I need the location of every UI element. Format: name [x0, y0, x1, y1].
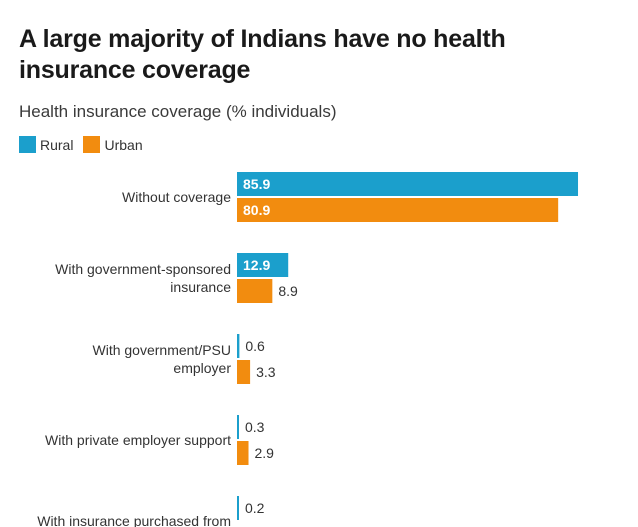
category-label: With government/PSU employer [93, 342, 232, 376]
value-label-rural: 85.9 [243, 176, 270, 192]
chart-subtitle: Health insurance coverage (% individuals… [19, 102, 337, 121]
legend-label-urban: Urban [104, 136, 143, 153]
value-label-rural: 0.3 [245, 419, 265, 435]
legend: Rural Urban [19, 136, 143, 153]
value-label-rural: 12.9 [243, 257, 270, 273]
value-label-urban: 3.3 [256, 364, 276, 380]
bar-rural [237, 172, 579, 196]
bar-urban [237, 198, 559, 222]
bar-rural [237, 253, 289, 277]
bar-rural [237, 415, 239, 439]
bar-urban [237, 360, 251, 384]
category-label: With private employer support [45, 432, 231, 448]
category-label-line: With insurance purchased from [37, 513, 231, 527]
category-label-line: Without coverage [122, 189, 231, 205]
bar-urban [237, 279, 273, 303]
bar-rural [237, 496, 239, 520]
legend-swatch-urban [83, 136, 101, 153]
legend-swatch-rural [19, 136, 36, 153]
category-label: Without coverage [122, 189, 231, 205]
category-label-line: With private employer support [45, 432, 231, 448]
category-label: With insurance purchased from [37, 513, 231, 527]
category-label-line: employer [173, 360, 231, 376]
value-label-urban: 8.9 [278, 283, 298, 299]
legend-item-urban: Urban [83, 136, 143, 153]
value-label-urban: 2.9 [255, 445, 275, 461]
chart-title: A large majority of Indians have no heal… [19, 25, 506, 84]
category-label-line: With government-sponsored [55, 261, 231, 277]
legend-item-rural: Rural [19, 136, 73, 153]
value-label-urban: 80.9 [243, 202, 270, 218]
value-label-rural: 0.2 [245, 500, 265, 516]
value-label-rural: 0.6 [245, 338, 265, 354]
bar-rural [237, 334, 240, 358]
category-label: With government-sponsored insurance [55, 261, 231, 295]
category-label-line: With government/PSU [93, 342, 232, 358]
category-label-line: insurance [170, 279, 231, 295]
legend-label-rural: Rural [40, 136, 74, 153]
bar-urban [237, 441, 249, 465]
